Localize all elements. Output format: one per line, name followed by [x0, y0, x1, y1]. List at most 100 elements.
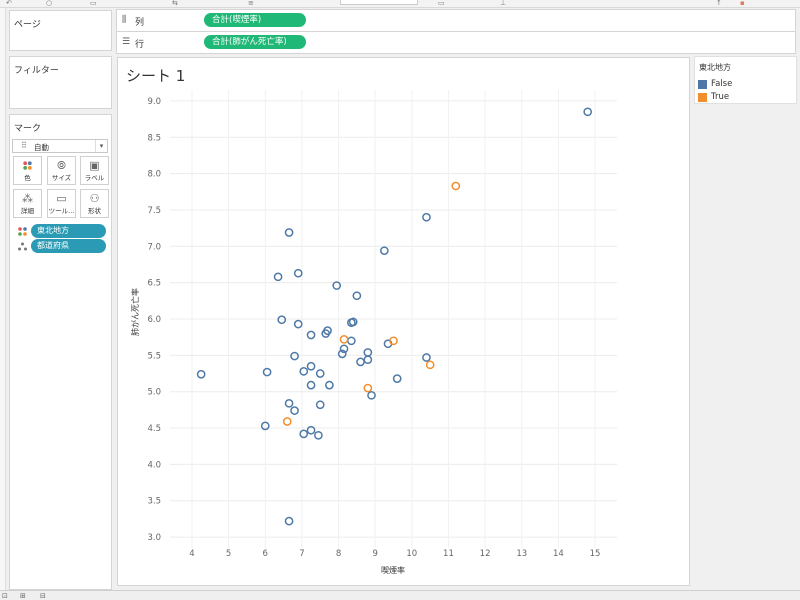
scatter-point-true[interactable] — [282, 417, 292, 426]
new-dashboard-icon[interactable]: ⊟ — [40, 592, 46, 600]
scatter-point-false[interactable] — [299, 366, 309, 376]
scatter-point-false[interactable] — [332, 281, 342, 290]
detail-dots-icon — [18, 242, 27, 251]
x-axis-label: 喫煙率 — [381, 565, 405, 575]
save-icon[interactable]: ▭ — [90, 0, 97, 7]
y-tick-label: 5.5 — [147, 351, 161, 361]
detail-icon: ⁂ — [22, 192, 33, 205]
scatter-point-true[interactable] — [451, 181, 461, 191]
scatter-point-false[interactable] — [347, 318, 356, 327]
y-axis-label: 肺がん死亡率 — [130, 288, 140, 336]
undo-icon[interactable]: ↶ — [6, 0, 12, 7]
pages-card-title: ページ — [14, 20, 41, 30]
data-source-icon[interactable]: ⊡ — [2, 592, 8, 600]
scatter-point-false[interactable] — [284, 516, 294, 526]
y-tick-label: 6.0 — [147, 315, 161, 325]
scatter-point-false[interactable] — [315, 400, 325, 410]
pages-card[interactable]: ページ — [9, 10, 112, 51]
scatter-point-false[interactable] — [306, 380, 316, 390]
rows-shelf[interactable]: ☰ 行 合計(肺がん死亡率) — [116, 31, 796, 54]
scatter-point-false[interactable] — [196, 369, 206, 379]
color-legend[interactable]: 東北地方 False True — [694, 56, 797, 104]
label-button[interactable]: ▣ ラベル — [80, 156, 109, 185]
scatter-point-false[interactable] — [290, 406, 299, 415]
rows-pill[interactable]: 合計(肺がん死亡率) — [204, 35, 306, 49]
chevron-down-icon[interactable]: ▾ — [95, 140, 107, 152]
scatter-point-false[interactable] — [352, 291, 362, 301]
scatter-point-true[interactable] — [425, 360, 435, 370]
y-tick-label: 5.0 — [147, 388, 161, 398]
color-dots-icon — [23, 161, 32, 170]
label-icon[interactable]: ▭ — [438, 0, 445, 7]
scatter-point-false[interactable] — [337, 349, 347, 359]
scatter-point-false[interactable] — [321, 329, 331, 338]
y-tick-label: 7.0 — [147, 242, 161, 252]
columns-icon: ⫼ — [122, 15, 127, 25]
scatter-point-false[interactable] — [325, 380, 334, 390]
tooltip-button[interactable]: ▭ ツール... — [47, 189, 76, 218]
scatter-point-false[interactable] — [293, 319, 303, 329]
sheet-tab-bar: ⊡ ⊞ ⊟ — [0, 590, 800, 600]
filters-card[interactable]: フィルター — [9, 56, 112, 109]
scatter-point-false[interactable] — [363, 355, 373, 365]
sort-icon[interactable]: ≡ — [248, 0, 254, 7]
fit-select[interactable] — [340, 0, 418, 5]
scatter-point-false[interactable] — [339, 344, 349, 354]
columns-shelf-label: 列 — [135, 18, 145, 28]
scatter-point-false[interactable] — [290, 351, 299, 361]
scatter-point-false[interactable] — [315, 369, 325, 378]
y-tick-label: 3.5 — [147, 497, 161, 507]
mark-type-dropdown[interactable]: ⠿ 自動 ▾ — [12, 139, 108, 153]
scatter-point-false[interactable] — [273, 272, 283, 282]
legend-swatch-true — [698, 93, 707, 102]
scatter-point-false[interactable] — [299, 429, 309, 439]
scatter-point-false[interactable] — [284, 228, 294, 237]
y-axis-ticks: 3.0 3.5 4.0 4.5 5.0 5.5 6.0 6.5 7.0 7.5 8.0 8.5 9.0 — [147, 97, 161, 543]
scatter-point-false[interactable] — [422, 212, 431, 222]
x-tick-label: 10 — [406, 549, 417, 559]
auto-mark-icon: ⠿ — [21, 141, 27, 150]
scatter-point-false[interactable] — [262, 367, 272, 377]
color-button[interactable]: 色 — [13, 156, 42, 185]
scatter-point-false[interactable] — [422, 353, 431, 362]
marks-field-prefecture[interactable]: 都道府県 — [31, 239, 106, 253]
scatter-point-false[interactable] — [392, 374, 402, 383]
y-tick-label: 4.0 — [147, 460, 161, 470]
legend-label-false: False — [711, 79, 733, 89]
scatter-point-false[interactable] — [277, 315, 287, 325]
chart-points — [196, 107, 593, 526]
scatter-point-false[interactable] — [284, 398, 294, 408]
detail-button-label: 詳細 — [21, 207, 34, 215]
scatter-point-false[interactable] — [583, 107, 593, 117]
data-pane-edge — [0, 8, 6, 590]
scatter-point-false[interactable] — [306, 361, 316, 371]
scatter-point-true[interactable] — [389, 336, 398, 346]
y-tick-label: 3.0 — [147, 533, 161, 543]
tooltip-icon: ▭ — [56, 192, 67, 205]
scatter-point-false[interactable] — [306, 330, 316, 340]
redo-icon[interactable]: ○ — [46, 0, 53, 7]
x-tick-label: 8 — [336, 549, 341, 559]
size-button[interactable]: ⦾ サイズ — [47, 156, 76, 185]
scatter-point-false[interactable] — [293, 268, 303, 278]
scatter-point-false[interactable] — [379, 246, 389, 256]
scatter-point-true[interactable] — [363, 383, 373, 393]
scatter-point-true[interactable] — [339, 335, 349, 344]
scatter-point-false[interactable] — [260, 421, 270, 431]
columns-pill[interactable]: 合計(喫煙率) — [204, 13, 306, 27]
x-tick-label: 14 — [553, 549, 564, 559]
share-icon[interactable]: ↑ — [716, 0, 722, 7]
marks-field-tohoku[interactable]: 東北地方 — [31, 224, 106, 238]
new-sheet-icon[interactable]: ⊞ — [20, 592, 26, 600]
show-me-icon[interactable]: ▪ — [740, 0, 745, 7]
scatter-point-false[interactable] — [314, 430, 323, 440]
pin-icon[interactable]: ⊥ — [500, 0, 507, 7]
swap-icon[interactable]: ⇆ — [172, 0, 178, 7]
scatter-point-false[interactable] — [367, 390, 376, 400]
detail-button[interactable]: ⁂ 詳細 — [13, 189, 42, 218]
shape-button[interactable]: ⚇ 形状 — [80, 189, 109, 218]
shape-icon: ⚇ — [89, 192, 100, 205]
scatter-point-false[interactable] — [306, 425, 316, 435]
tooltip-button-label: ツール... — [48, 207, 75, 215]
